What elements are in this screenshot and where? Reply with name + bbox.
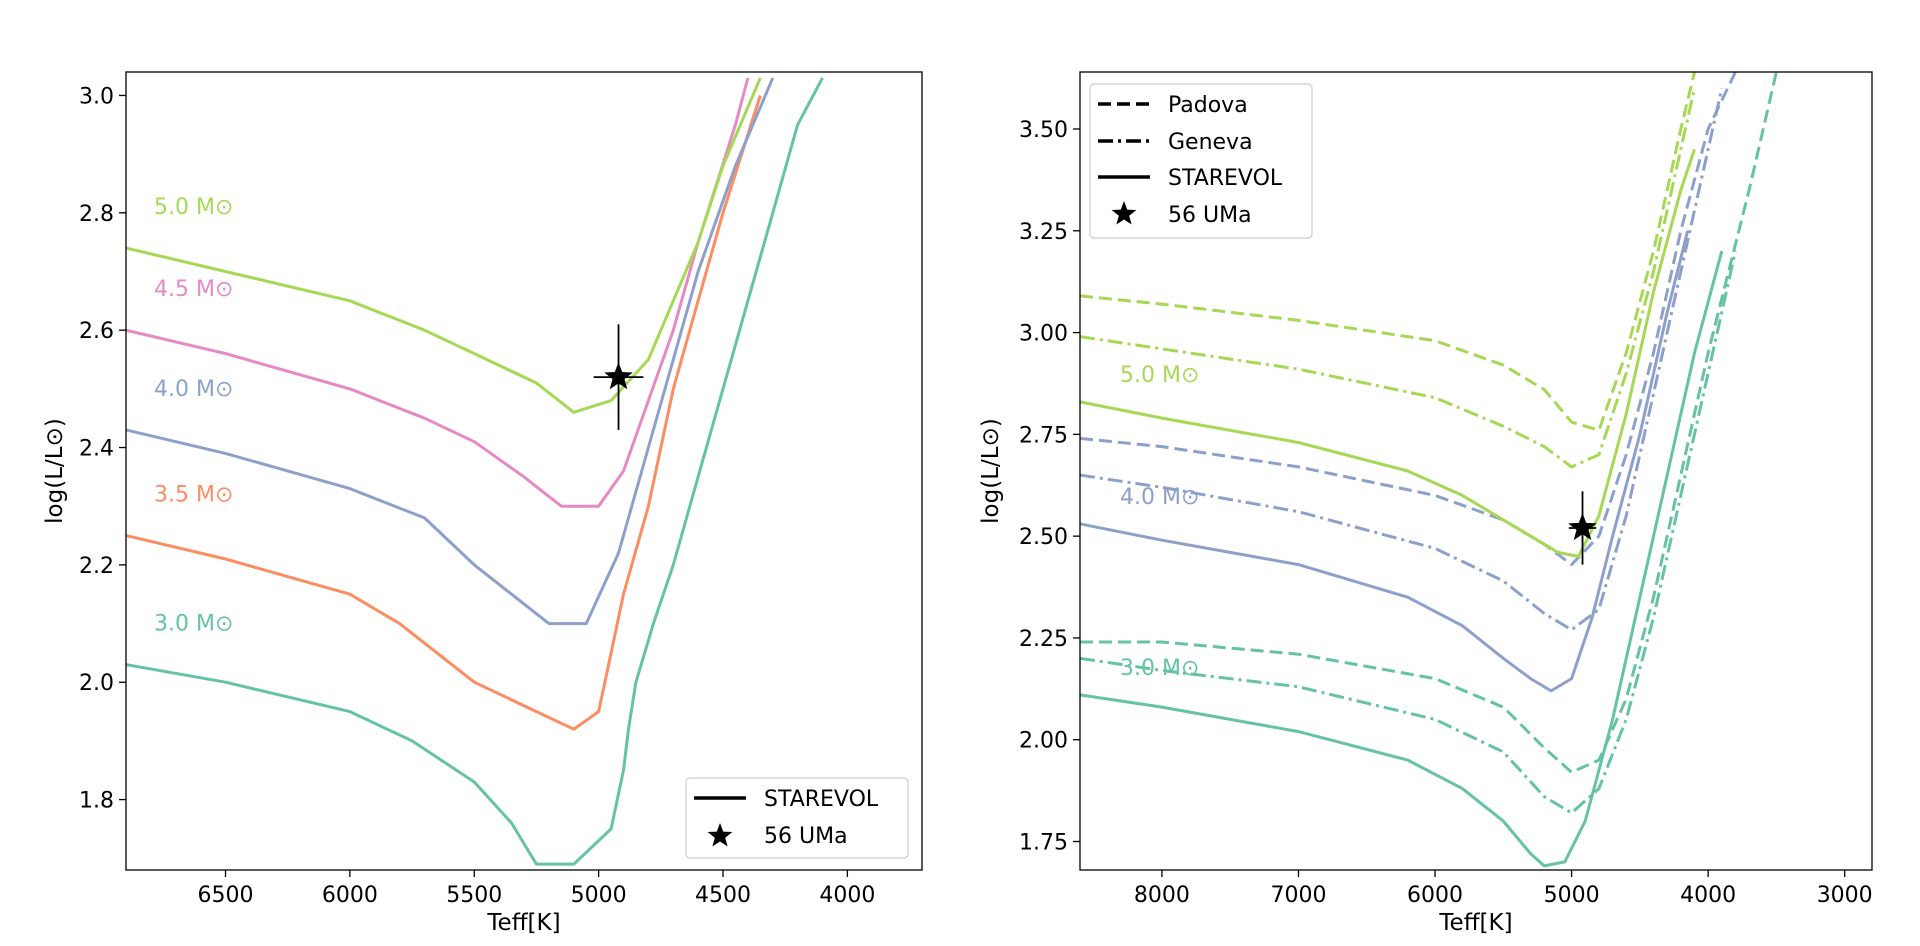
right-x-tick-label-3: 5000 xyxy=(1544,883,1600,908)
right-series-group xyxy=(1080,72,1778,868)
left-mass-label-3: 4.5 M⊙ xyxy=(154,277,233,302)
right-x-tick-label-1: 7000 xyxy=(1270,883,1326,908)
right-mass-labels: 3.0 M⊙ 4.0 M⊙ 5.0 M⊙ xyxy=(1120,363,1199,681)
right-star-56uma xyxy=(1568,513,1597,541)
right-series-geneva-4 xyxy=(1080,87,1724,632)
left-series-starevol-1 xyxy=(126,95,762,731)
right-x-tick-label-4: 4000 xyxy=(1680,883,1736,908)
right-y-tick-label-1: 2.00 xyxy=(1019,729,1068,754)
right-legend-label-starevol: STAREVOL xyxy=(1168,166,1283,191)
left-x-tick-label-2: 5500 xyxy=(446,883,502,908)
left-star-group xyxy=(593,324,644,430)
right-series-starevol-5 xyxy=(1080,230,1690,693)
right-y-tick-label-5: 3.00 xyxy=(1019,322,1068,347)
left-x-tick-label-3: 5000 xyxy=(571,883,627,908)
left-x-tick-label-5: 4000 xyxy=(819,883,875,908)
right-y-tick-label-7: 3.50 xyxy=(1019,118,1068,143)
right-series-geneva-1 xyxy=(1080,250,1737,815)
right-x-ticks: 8000 7000 6000 5000 4000 3000 xyxy=(1134,870,1873,908)
left-mass-label-1: 3.5 M⊙ xyxy=(154,483,233,508)
right-legend: Padova Geneva STAREVOL 56 UMa xyxy=(1089,83,1313,239)
left-legend: STAREVOL 56 UMa xyxy=(685,777,909,859)
right-y-tick-label-4: 2.75 xyxy=(1019,423,1068,448)
right-panel: 8000 7000 6000 5000 4000 3000 1.75 2.00 2.25 2.5… xyxy=(978,71,1873,936)
left-mass-label-0: 3.0 M⊙ xyxy=(154,612,233,637)
left-x-ticks: 6500 6000 5500 5000 4500 4000 xyxy=(198,870,875,908)
left-y-tick-label-5: 2.8 xyxy=(79,202,114,227)
right-mass-label-0: 3.0 M⊙ xyxy=(1120,656,1199,681)
right-mass-label-6: 5.0 M⊙ xyxy=(1120,363,1199,388)
left-y-tick-label-2: 2.2 xyxy=(79,554,114,579)
right-y-tick-label-2: 2.25 xyxy=(1019,627,1068,652)
left-series-starevol-2 xyxy=(126,77,775,626)
right-x-tick-label-0: 8000 xyxy=(1134,883,1190,908)
right-mass-label-3: 4.0 M⊙ xyxy=(1120,485,1199,510)
right-legend-label-56uma: 56 UMa xyxy=(1168,203,1252,228)
right-legend-box xyxy=(1089,83,1313,239)
left-y-tick-label-3: 2.4 xyxy=(79,437,114,462)
left-y-tick-label-1: 2.0 xyxy=(79,671,114,696)
left-y-tick-label-6: 3.0 xyxy=(79,84,114,109)
right-x-tick-label-2: 6000 xyxy=(1407,883,1463,908)
right-x-axis-title: Teff[K] xyxy=(1438,910,1512,936)
left-x-tick-label-0: 6500 xyxy=(198,883,254,908)
left-legend-label-56uma: 56 UMa xyxy=(764,824,848,849)
left-series-group xyxy=(126,77,824,866)
right-star-group xyxy=(1568,491,1597,565)
right-series-starevol-2 xyxy=(1080,250,1724,868)
left-x-axis-title: Teff[K] xyxy=(486,910,560,936)
right-legend-star-marker xyxy=(1111,201,1137,225)
left-panel: 6500 6000 5500 5000 4500 4000 1.8 2.0 2.2 2.4 2.6… xyxy=(42,71,923,936)
right-legend-label-padova: Padova xyxy=(1168,93,1248,118)
left-y-axis-title: log(L/L⊙) xyxy=(42,418,68,524)
right-series-padova-3 xyxy=(1080,72,1737,567)
left-series-starevol-4 xyxy=(126,77,762,414)
left-star-56uma xyxy=(604,362,633,390)
left-series-starevol-3 xyxy=(126,77,750,508)
right-series-padova-0 xyxy=(1080,72,1778,774)
right-y-tick-label-6: 3.25 xyxy=(1019,220,1068,245)
left-series-starevol-0 xyxy=(126,77,824,866)
right-y-axis-title: log(L/L⊙) xyxy=(978,418,1004,524)
left-y-tick-label-4: 2.6 xyxy=(79,319,114,344)
right-x-tick-label-5: 3000 xyxy=(1817,883,1873,908)
right-y-ticks: 1.75 2.00 2.25 2.50 2.75 3.00 3.25 3.50 xyxy=(1019,118,1080,856)
left-legend-star-marker xyxy=(707,823,733,847)
left-mass-labels: 3.0 M⊙ 3.5 M⊙ 4.0 M⊙ 4.5 M⊙ 5.0 M⊙ xyxy=(154,195,233,637)
left-x-tick-label-4: 4500 xyxy=(695,883,751,908)
left-mass-label-4: 5.0 M⊙ xyxy=(154,195,233,220)
right-series-geneva-7 xyxy=(1080,87,1696,469)
right-plot-frame xyxy=(1079,71,1873,871)
left-plot-frame xyxy=(125,71,923,871)
left-legend-label-starevol: STAREVOL xyxy=(764,787,879,812)
right-y-tick-label-0: 1.75 xyxy=(1019,831,1068,856)
right-legend-label-geneva: Geneva xyxy=(1168,130,1253,155)
right-series-padova-6 xyxy=(1080,72,1696,432)
left-mass-label-2: 4.0 M⊙ xyxy=(154,377,233,402)
right-y-tick-label-3: 2.50 xyxy=(1019,525,1068,550)
right-series-starevol-8 xyxy=(1080,148,1696,558)
left-x-tick-label-1: 6000 xyxy=(322,883,378,908)
left-y-ticks: 1.8 2.0 2.2 2.4 2.6 2.8 3.0 xyxy=(79,84,126,814)
left-y-tick-label-0: 1.8 xyxy=(79,789,114,814)
